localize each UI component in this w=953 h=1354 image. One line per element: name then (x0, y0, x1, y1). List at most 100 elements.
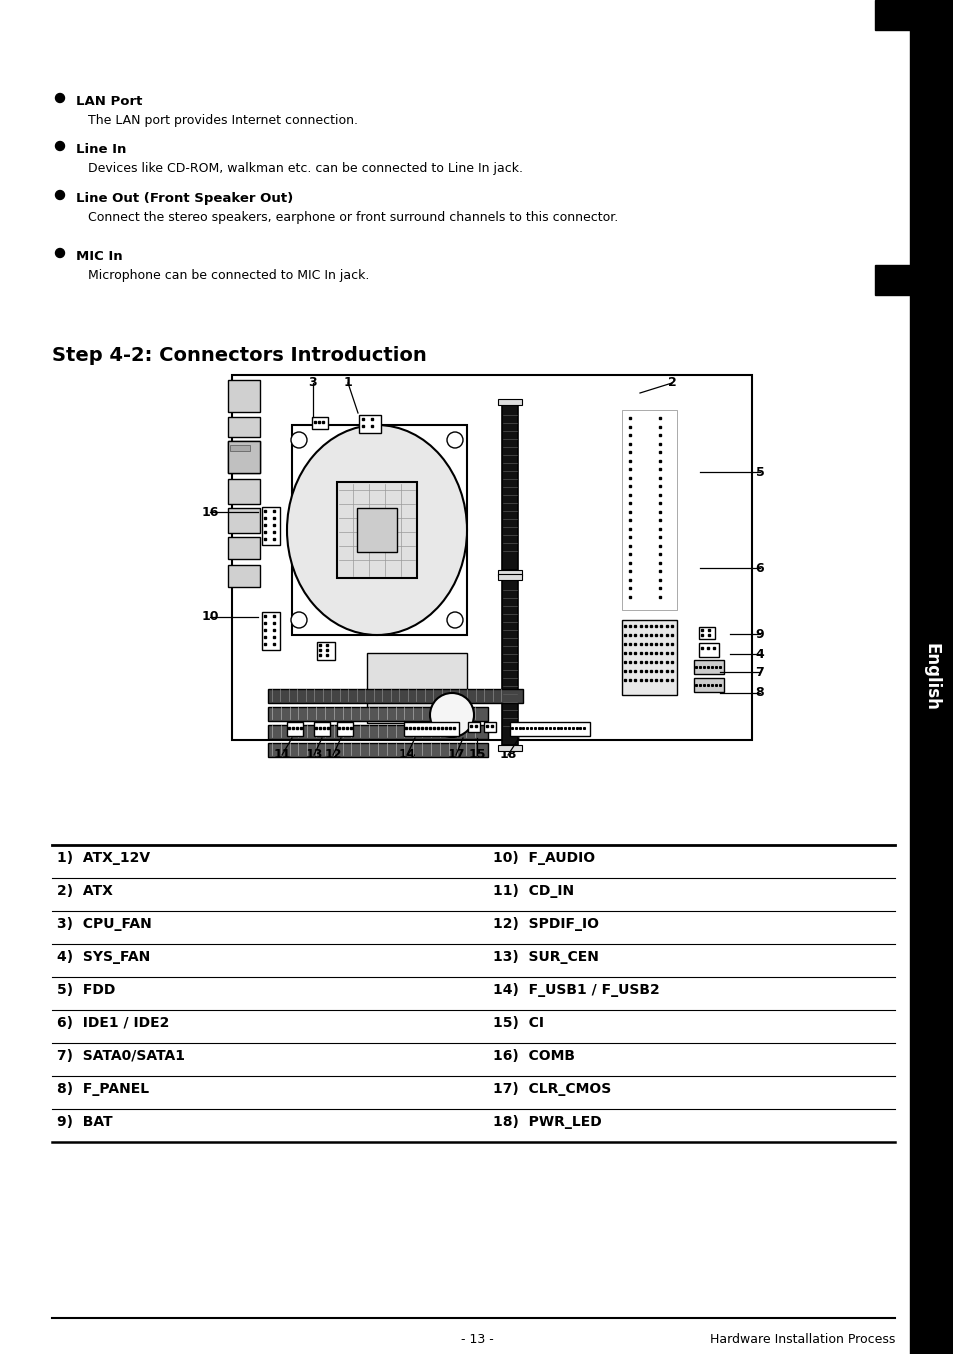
Bar (510, 722, 589, 737)
Bar (268, 707, 488, 720)
Bar (699, 643, 719, 657)
Bar (874, 0, 909, 30)
Text: 6)  IDE1 / IDE2: 6) IDE1 / IDE2 (57, 1016, 170, 1030)
Text: 10)  F_AUDIO: 10) F_AUDIO (493, 852, 595, 865)
Bar (228, 441, 260, 473)
Text: 1: 1 (343, 376, 352, 390)
Ellipse shape (287, 425, 467, 635)
Text: Devices like CD-ROM, walkman etc. can be connected to Line In jack.: Devices like CD-ROM, walkman etc. can be… (88, 162, 522, 175)
Text: 7)  SATA0/SATA1: 7) SATA0/SATA1 (57, 1049, 185, 1063)
Bar (909, 0, 953, 1354)
Bar (228, 479, 260, 504)
Circle shape (447, 432, 462, 448)
Bar (497, 570, 521, 575)
Text: 10: 10 (201, 611, 218, 623)
Bar (228, 565, 260, 588)
Bar (262, 612, 280, 650)
Text: Hardware Installation Process: Hardware Installation Process (709, 1332, 894, 1346)
Text: 9)  BAT: 9) BAT (57, 1114, 112, 1129)
Text: Step 4-2: Connectors Introduction: Step 4-2: Connectors Introduction (52, 347, 426, 366)
Text: 2: 2 (667, 376, 676, 390)
Circle shape (55, 93, 65, 103)
Bar (497, 574, 521, 580)
Bar (312, 417, 328, 429)
Bar (497, 399, 521, 405)
Bar (314, 722, 330, 737)
Bar (228, 538, 260, 559)
Text: 11: 11 (273, 749, 291, 761)
Bar (367, 653, 467, 723)
Text: 5)  FDD: 5) FDD (57, 983, 115, 997)
Circle shape (447, 612, 462, 628)
Bar (468, 722, 479, 733)
Bar (621, 410, 677, 611)
Text: 17: 17 (447, 749, 464, 761)
Bar (232, 375, 751, 741)
Text: English: English (923, 643, 940, 711)
Text: 1)  ATX_12V: 1) ATX_12V (57, 852, 150, 865)
Bar (497, 745, 521, 751)
Circle shape (55, 191, 65, 199)
Text: 8)  F_PANEL: 8) F_PANEL (57, 1082, 149, 1095)
Text: Line Out (Front Speaker Out): Line Out (Front Speaker Out) (76, 192, 293, 204)
Bar (501, 580, 517, 745)
Text: 14: 14 (397, 749, 416, 761)
Bar (693, 659, 723, 674)
Circle shape (55, 249, 65, 257)
Bar (336, 722, 353, 737)
Bar (268, 724, 488, 739)
Bar (693, 678, 723, 692)
Bar (699, 627, 714, 639)
Text: 8: 8 (755, 686, 763, 700)
Text: 12)  SPDIF_IO: 12) SPDIF_IO (493, 917, 598, 932)
Text: 16: 16 (201, 505, 218, 519)
Bar (483, 722, 496, 733)
Text: Connect the stereo speakers, earphone or front surround channels to this connect: Connect the stereo speakers, earphone or… (88, 211, 618, 223)
Text: 4: 4 (755, 647, 763, 661)
Bar (336, 482, 416, 578)
Bar (228, 441, 260, 473)
Text: 11)  CD_IN: 11) CD_IN (493, 884, 574, 898)
Text: 17)  CLR_CMOS: 17) CLR_CMOS (493, 1082, 611, 1095)
Bar (501, 405, 517, 570)
Bar (228, 508, 260, 533)
Text: - 13 -: - 13 - (460, 1332, 493, 1346)
Text: 18: 18 (498, 749, 517, 761)
Text: 2)  ATX: 2) ATX (57, 884, 112, 898)
Text: 3: 3 (309, 376, 317, 390)
Bar (316, 642, 335, 659)
Circle shape (291, 432, 307, 448)
Text: 15)  CI: 15) CI (493, 1016, 543, 1030)
Text: 15: 15 (468, 749, 485, 761)
Text: 14)  F_USB1 / F_USB2: 14) F_USB1 / F_USB2 (493, 983, 659, 997)
Bar (228, 380, 260, 412)
Text: 5: 5 (755, 466, 763, 478)
Text: 6: 6 (755, 562, 763, 574)
Text: 18)  PWR_LED: 18) PWR_LED (493, 1114, 601, 1129)
Bar (403, 722, 458, 737)
Bar (228, 417, 260, 437)
Text: 7: 7 (755, 666, 763, 678)
Bar (874, 265, 909, 295)
Bar (230, 445, 250, 451)
Text: 16)  COMB: 16) COMB (493, 1049, 575, 1063)
Text: MIC In: MIC In (76, 250, 123, 263)
Bar (292, 425, 467, 635)
Bar (262, 506, 280, 546)
Bar (358, 414, 380, 433)
Text: The LAN port provides Internet connection.: The LAN port provides Internet connectio… (88, 114, 357, 127)
Bar (287, 722, 303, 737)
Text: 3)  CPU_FAN: 3) CPU_FAN (57, 917, 152, 932)
Text: 12: 12 (324, 749, 341, 761)
Text: 13: 13 (305, 749, 322, 761)
Circle shape (291, 612, 307, 628)
Text: Line In: Line In (76, 144, 126, 156)
Bar (268, 743, 488, 757)
Text: 13)  SUR_CEN: 13) SUR_CEN (493, 951, 598, 964)
Text: LAN Port: LAN Port (76, 95, 142, 108)
Circle shape (55, 142, 65, 150)
Bar (356, 508, 396, 552)
Bar (621, 620, 677, 695)
Text: 9: 9 (755, 627, 763, 640)
Text: Microphone can be connected to MIC In jack.: Microphone can be connected to MIC In ja… (88, 269, 369, 282)
